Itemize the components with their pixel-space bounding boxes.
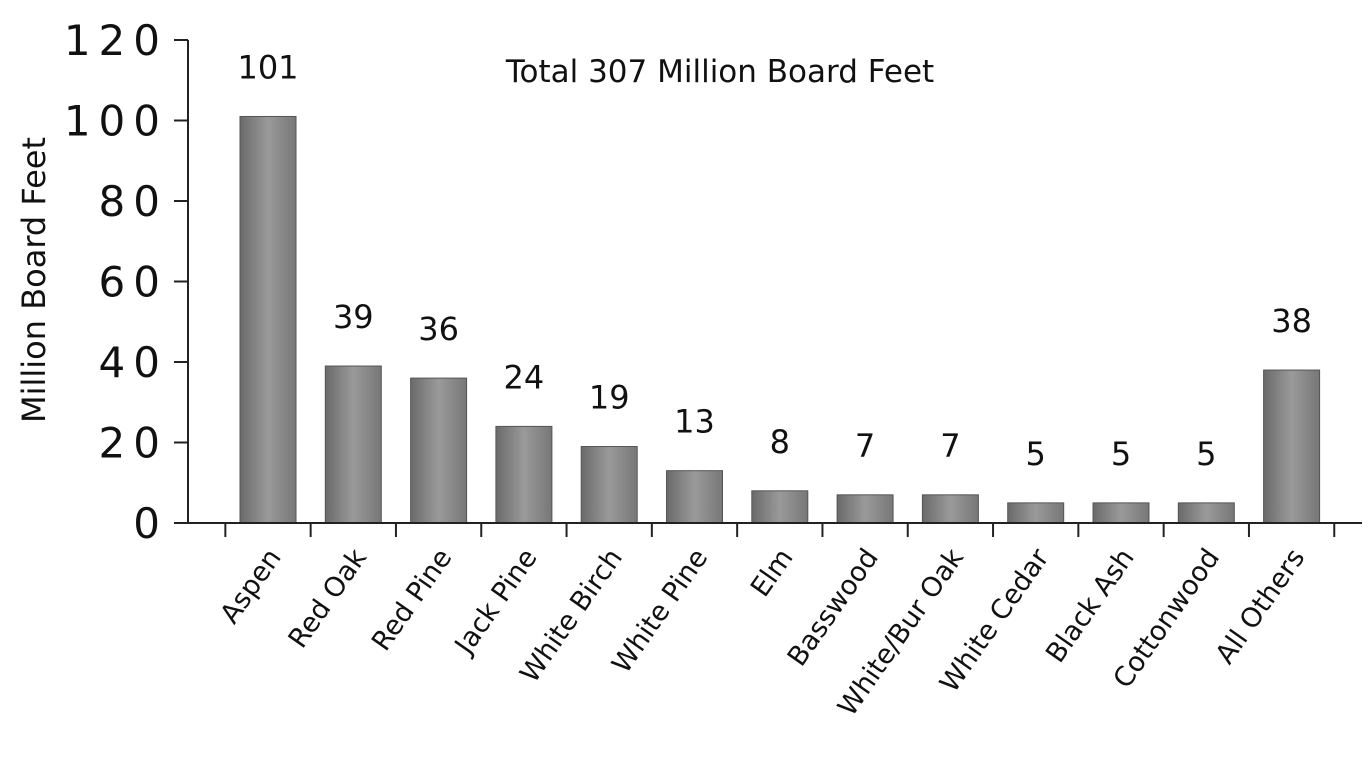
x-tick-label: Jack Pine xyxy=(448,543,544,661)
data-label: 19 xyxy=(589,379,630,417)
data-label: 38 xyxy=(1271,302,1312,340)
data-label: 39 xyxy=(333,298,374,336)
x-tick-label: Red Pine xyxy=(366,543,458,656)
bar xyxy=(666,470,723,524)
y-tick-label: 20 xyxy=(99,419,168,468)
bar xyxy=(580,446,638,524)
bar xyxy=(1177,502,1235,524)
bar xyxy=(836,494,894,524)
data-label: 5 xyxy=(1111,435,1131,473)
bar xyxy=(495,425,553,524)
data-label: 24 xyxy=(504,358,545,396)
y-axis: 0 20 40 60 80 100 120 xyxy=(64,16,189,548)
y-tick-label: 120 xyxy=(64,16,168,65)
y-tick-label: 0 xyxy=(133,499,168,548)
x-tick-label: Aspen xyxy=(215,543,288,629)
bar xyxy=(1263,369,1321,524)
data-label: 5 xyxy=(1196,435,1216,473)
data-label: 101 xyxy=(237,48,298,86)
x-tick-label: Elm xyxy=(745,543,800,602)
bar xyxy=(921,494,979,524)
bars: 101 39 36 24 19 13 8 7 7 5 5 5 38 xyxy=(237,48,1321,524)
y-tick-label: 100 xyxy=(64,97,168,146)
x-tick-label: Red Oak xyxy=(283,543,374,654)
bar xyxy=(751,490,809,524)
y-tick-label: 40 xyxy=(99,338,168,387)
bar xyxy=(324,365,382,524)
bar xyxy=(1007,502,1065,524)
y-tick-label: 80 xyxy=(99,177,168,226)
y-axis-label: Million Board Feet xyxy=(15,137,53,423)
bar xyxy=(410,377,468,524)
data-label: 5 xyxy=(1026,435,1046,473)
y-tick-label: 60 xyxy=(99,258,168,307)
data-label: 8 xyxy=(770,423,790,461)
bar xyxy=(239,115,297,524)
data-label: 13 xyxy=(674,403,715,441)
chart-annotation: Total 307 Million Board Feet xyxy=(505,54,934,90)
data-label: 36 xyxy=(418,310,459,348)
data-label: 7 xyxy=(940,427,960,465)
bar xyxy=(1092,502,1150,524)
data-label: 7 xyxy=(855,427,875,465)
